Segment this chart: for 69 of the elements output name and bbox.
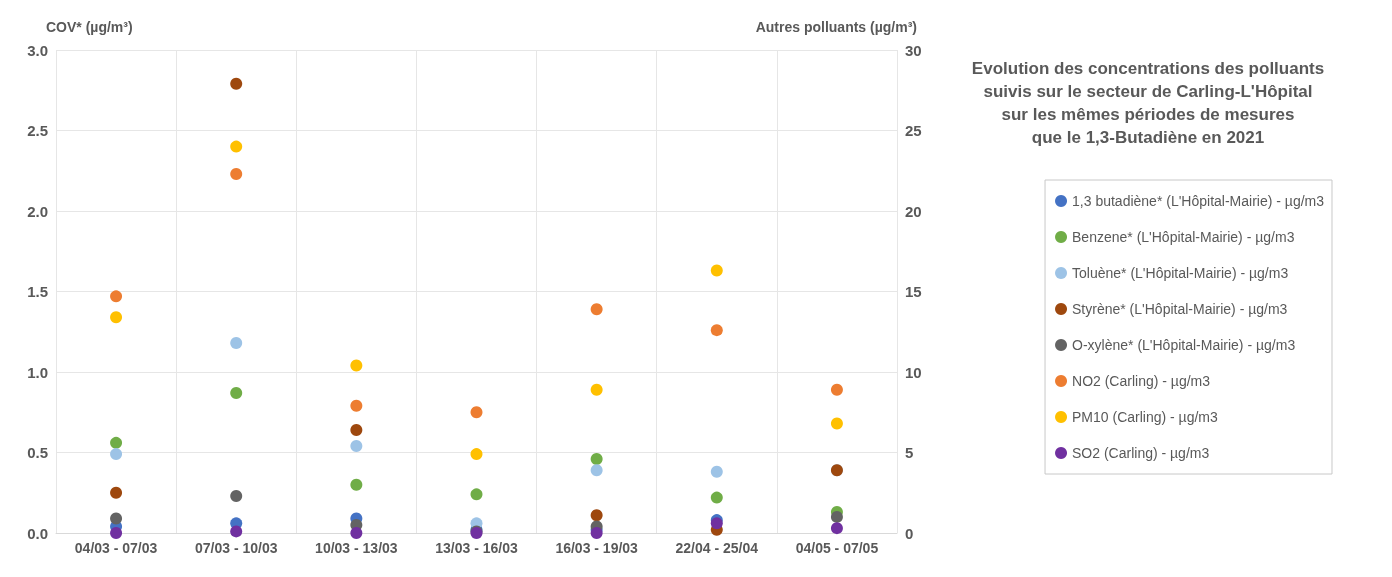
- x-tick-label: 07/03 - 10/03: [194, 540, 278, 556]
- point: [590, 383, 603, 396]
- legend-label: Benzene* (L'Hôpital-Mairie) - µg/m3: [1072, 229, 1295, 245]
- legend-label: O-xylène* (L'Hôpital-Mairie) - µg/m3: [1072, 337, 1296, 353]
- point: [230, 140, 243, 153]
- legend-label: 1,3 butadiène* (L'Hôpital-Mairie) - µg/m3: [1072, 193, 1325, 209]
- y2-tick-label: 25: [905, 122, 922, 139]
- point: [110, 512, 123, 525]
- point: [590, 527, 603, 539]
- y-tick-label: 2.5: [27, 122, 48, 139]
- point: [110, 436, 123, 449]
- y2-tick-label: 5: [905, 444, 914, 461]
- legend-label: Toluène* (L'Hôpital-Mairie) - µg/m3: [1072, 265, 1289, 281]
- y-tick-label: 0.0: [27, 524, 48, 542]
- legend-label: SO2 (Carling) - µg/m3: [1072, 445, 1210, 461]
- point: [710, 465, 723, 478]
- y-tick-label: 3.0: [27, 41, 48, 59]
- point: [230, 386, 243, 399]
- point: [590, 452, 603, 465]
- legend-label: PM10 (Carling) - µg/m3: [1072, 409, 1219, 425]
- y-axis-title: COV* (µg/m³): [46, 19, 133, 35]
- point: [350, 399, 363, 412]
- point: [230, 525, 243, 538]
- point: [110, 527, 123, 539]
- x-tick-label: 04/03 - 07/03: [74, 540, 158, 556]
- point: [110, 290, 123, 303]
- point: [470, 448, 483, 461]
- legend-label: NO2 (Carling) - µg/m3: [1072, 373, 1211, 389]
- y2-tick-label: 0: [905, 524, 914, 542]
- point: [830, 522, 843, 535]
- point: [350, 359, 363, 372]
- point: [230, 77, 243, 90]
- point: [110, 311, 123, 324]
- point: [110, 486, 123, 499]
- text: Evolution des concentrations des polluants suivis sur le secteur de Carling-L'Hôpital sur les mêmes périodes de mesures que le 1,3-Butadiène en 2021: [971, 59, 1325, 147]
- y-tick-label: 1.5: [27, 283, 48, 300]
- x-tick-label: 16/03 - 19/03: [555, 540, 639, 556]
- legend-label: Styrène* (L'Hôpital-Mairie) - µg/m3: [1072, 301, 1288, 317]
- y2-tick-label: 15: [905, 283, 922, 300]
- point: [470, 488, 483, 501]
- point: [470, 406, 483, 419]
- y-tick-label: 0.5: [27, 444, 48, 461]
- y2-axis-title: Autres polluants (µg/m³): [755, 19, 917, 35]
- point: [710, 264, 723, 277]
- x-tick-label: 04/05 - 07/05: [795, 540, 879, 556]
- x-tick-label: 13/03 - 16/03: [435, 540, 518, 556]
- point: [350, 527, 363, 539]
- y2-tick-label: 20: [905, 202, 922, 220]
- point: [830, 417, 843, 430]
- y-tick-label: 2.0: [27, 202, 48, 220]
- x-tick-label: 22/04 - 25/04: [675, 540, 759, 556]
- point: [830, 510, 843, 523]
- x-tick-label: 10/03 - 13/03: [315, 540, 398, 556]
- point: [230, 167, 243, 180]
- y2-tick-label: 10: [905, 363, 922, 381]
- point: [590, 509, 603, 522]
- y2-tick-label: 30: [905, 41, 922, 59]
- point: [350, 478, 363, 491]
- point: [710, 491, 723, 504]
- point: [590, 303, 603, 316]
- point: [110, 448, 123, 461]
- y-tick-label: 1.0: [27, 363, 48, 381]
- point: [710, 324, 723, 337]
- point: [830, 383, 843, 396]
- point: [350, 440, 363, 453]
- point: [230, 489, 243, 502]
- point: [590, 464, 603, 477]
- point: [350, 423, 363, 436]
- point: [230, 337, 243, 350]
